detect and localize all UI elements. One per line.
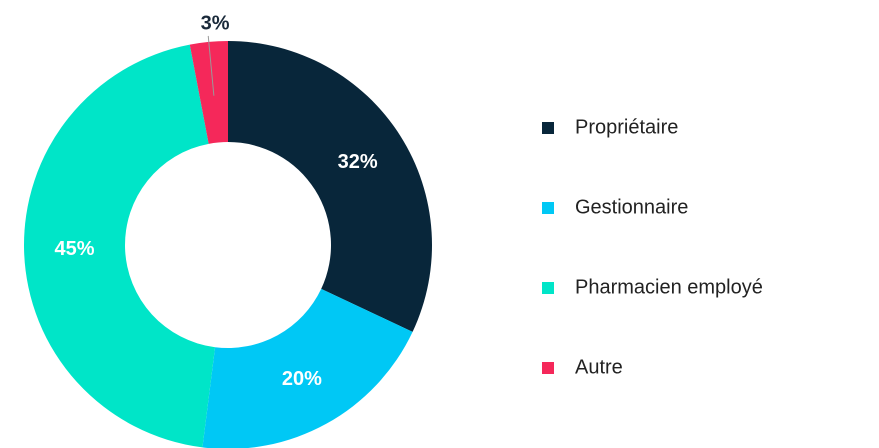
slice — [202, 288, 413, 448]
data-label: 45% — [55, 238, 95, 260]
data-label: 32% — [338, 151, 378, 173]
legend-label: Pharmacien employé — [575, 276, 763, 298]
legend-swatch — [542, 362, 554, 374]
data-label: 20% — [282, 368, 322, 390]
legend-swatch — [542, 122, 554, 134]
slice — [23, 44, 216, 448]
legend-swatch — [542, 202, 554, 214]
legend-swatch — [542, 282, 554, 294]
slice — [228, 41, 432, 332]
legend-label: Autre — [575, 356, 623, 378]
leader-line — [207, 35, 215, 96]
legend-label: Gestionnaire — [575, 196, 688, 218]
data-label: 3% — [201, 12, 230, 34]
legend-label: Propriétaire — [575, 116, 678, 138]
slice — [189, 41, 228, 144]
